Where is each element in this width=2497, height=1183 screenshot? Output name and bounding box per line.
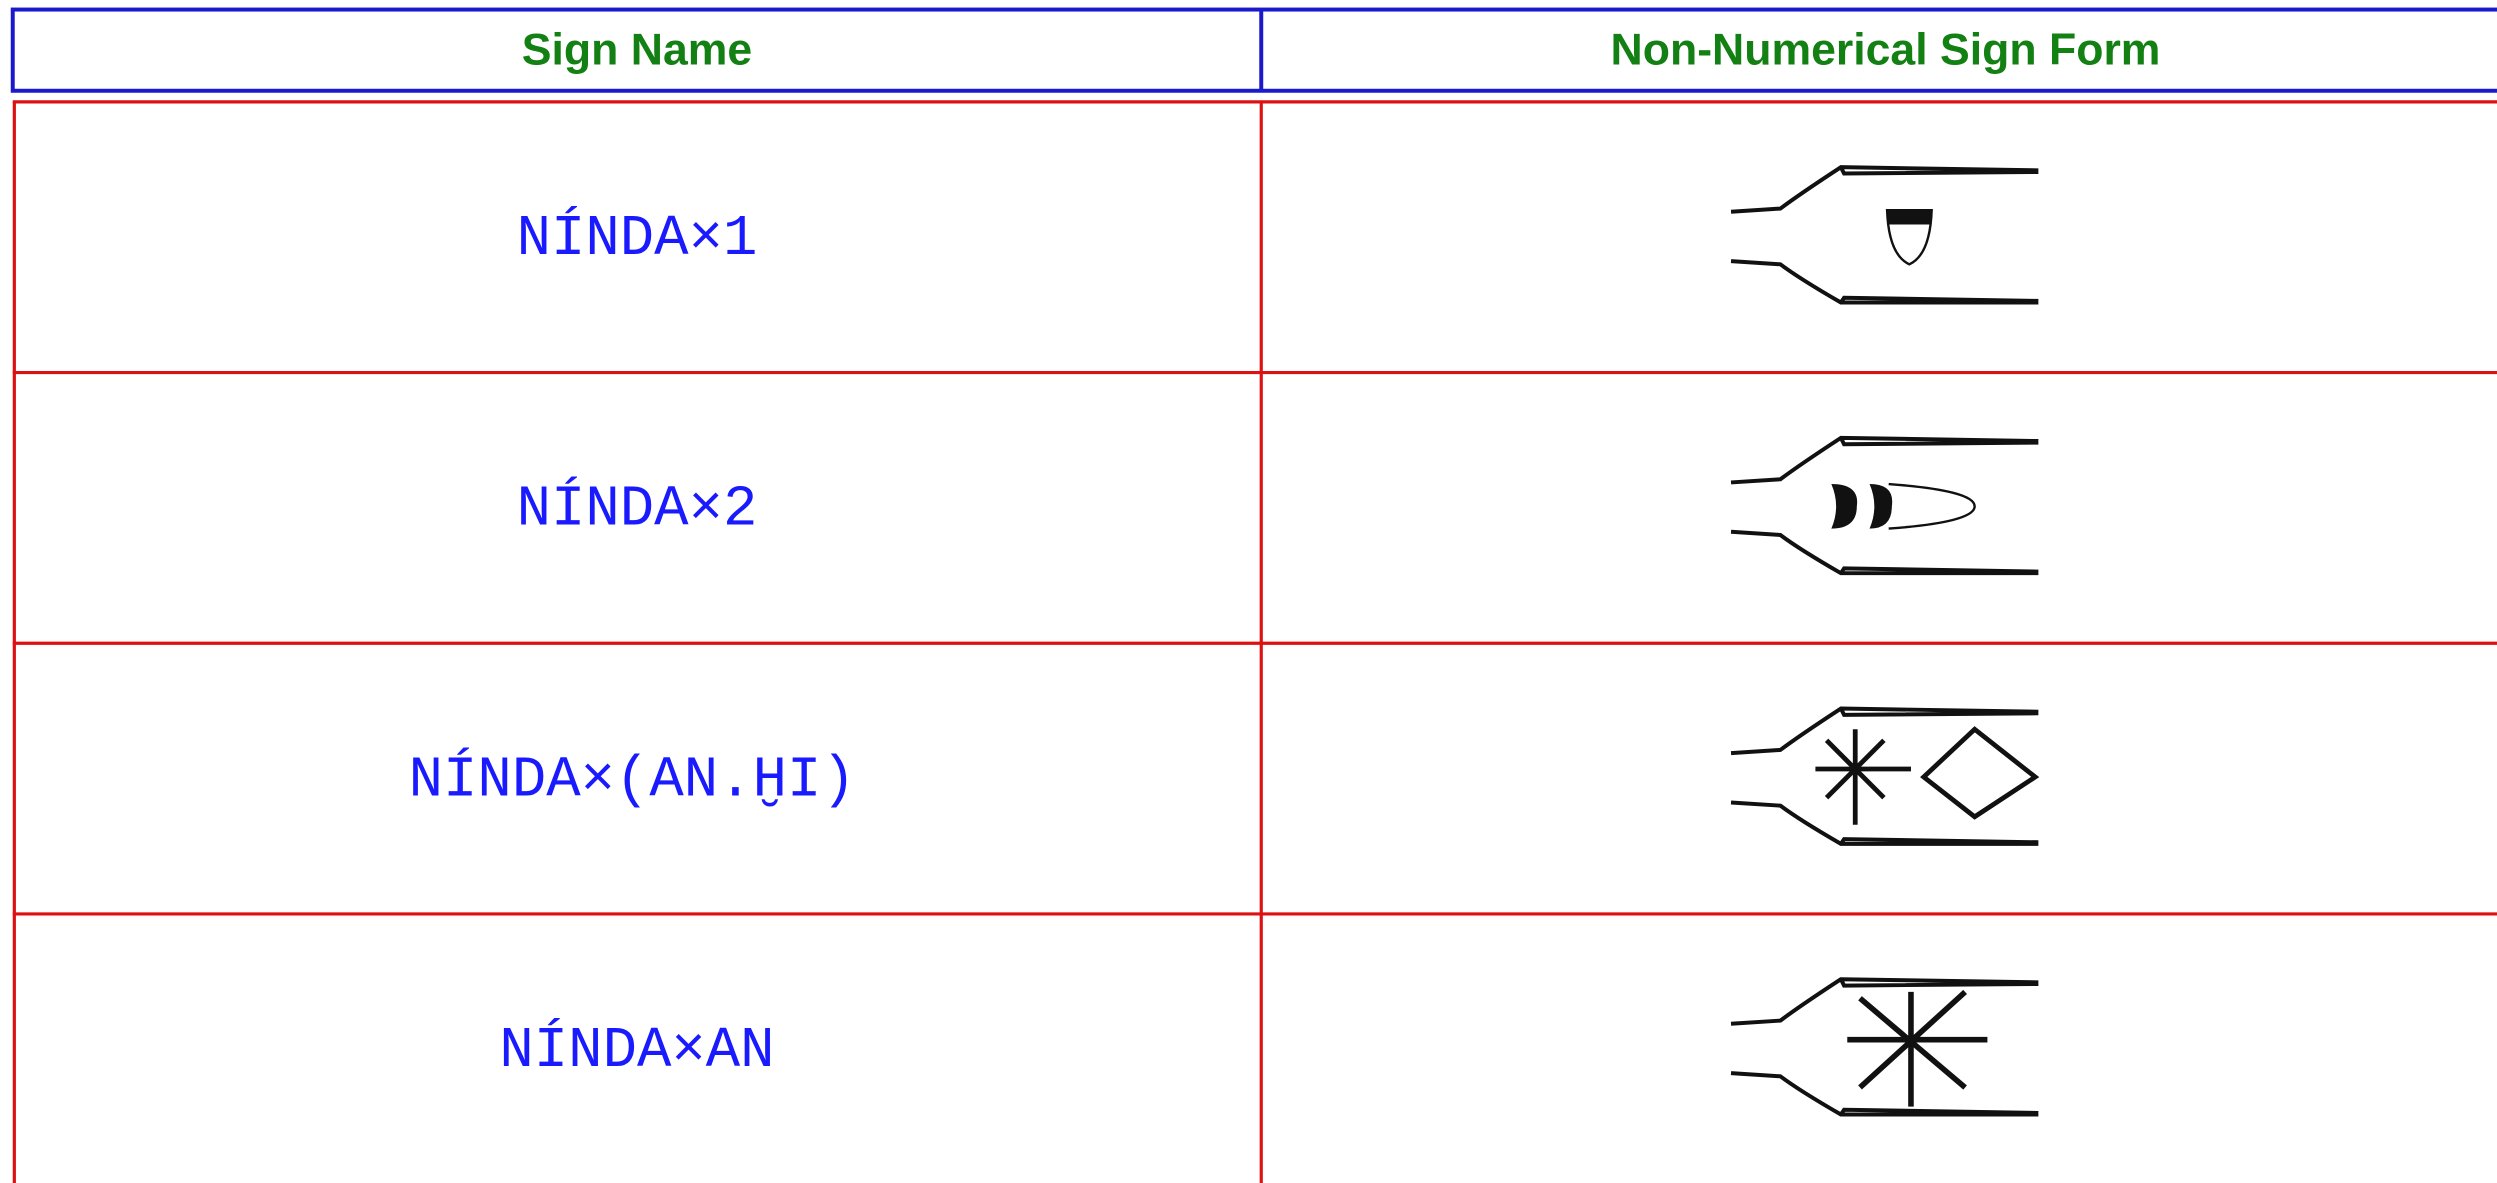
column-header: Non-Numerical Sign Form — [1611, 25, 2161, 74]
column-header: Sign Name — [522, 25, 752, 74]
sign-name: NÍNDA×2 — [517, 477, 758, 543]
sign-form — [1729, 977, 2041, 1117]
sign-name: NÍNDA×AN — [499, 1018, 774, 1084]
body-grid — [12, 100, 2497, 1183]
sign-form — [1729, 165, 2041, 305]
sign-name: NÍNDA×1 — [517, 206, 758, 272]
sign-name: NÍNDA×(AN.ḪI) — [409, 747, 856, 813]
sign-form — [1729, 706, 2041, 846]
sign-form — [1729, 435, 2041, 576]
